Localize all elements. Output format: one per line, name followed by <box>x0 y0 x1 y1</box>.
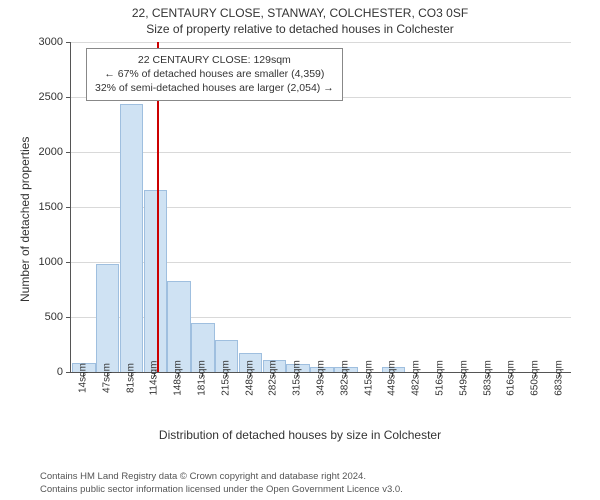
y-tick-label: 2500 <box>39 91 63 103</box>
x-tick-label: 583sqm <box>482 360 493 396</box>
y-tick-label: 1500 <box>39 201 63 213</box>
x-tick-label: 315sqm <box>292 360 303 396</box>
y-tick-mark <box>66 97 71 98</box>
y-tick-label: 1000 <box>39 256 63 268</box>
chart-container: 22, CENTAURY CLOSE, STANWAY, COLCHESTER,… <box>0 0 600 500</box>
footer-attribution: Contains HM Land Registry data © Crown c… <box>40 471 403 496</box>
annotation-box: 22 CENTAURY CLOSE: 129sqm← 67% of detach… <box>86 48 343 101</box>
histogram-bar <box>96 264 119 372</box>
x-tick-label: 81sqm <box>125 363 136 393</box>
x-tick-label: 516sqm <box>435 360 446 396</box>
histogram-bar <box>120 104 143 372</box>
x-tick-label: 47sqm <box>101 363 112 393</box>
x-tick-label: 650sqm <box>530 360 541 396</box>
y-tick-label: 3000 <box>39 36 63 48</box>
y-tick-mark <box>66 152 71 153</box>
y-axis-label: Number of detached properties <box>18 137 32 302</box>
y-tick-mark <box>66 262 71 263</box>
x-tick-label: 148sqm <box>173 360 184 396</box>
x-tick-label: 14sqm <box>77 363 88 393</box>
x-tick-label: 282sqm <box>268 360 279 396</box>
y-tick-mark <box>66 207 71 208</box>
x-tick-label: 248sqm <box>244 360 255 396</box>
footer-line-1: Contains HM Land Registry data © Crown c… <box>40 471 403 483</box>
annotation-line-1: 22 CENTAURY CLOSE: 129sqm <box>95 53 334 67</box>
histogram-bar <box>144 190 167 373</box>
y-tick-label: 0 <box>57 366 63 378</box>
y-tick-mark <box>66 317 71 318</box>
y-tick-label: 500 <box>45 311 63 323</box>
x-tick-label: 415sqm <box>363 360 374 396</box>
gridline <box>71 42 571 43</box>
y-tick-mark <box>66 372 71 373</box>
y-tick-mark <box>66 42 71 43</box>
annotation-line-3: 32% of semi-detached houses are larger (… <box>95 81 334 95</box>
gridline <box>71 152 571 153</box>
histogram-bar <box>167 281 190 372</box>
x-tick-label: 349sqm <box>316 360 327 396</box>
title-line-2: Size of property relative to detached ho… <box>0 22 600 36</box>
x-tick-label: 683sqm <box>554 360 565 396</box>
x-tick-label: 482sqm <box>411 360 422 396</box>
annotation-line-2: ← 67% of detached houses are smaller (4,… <box>95 67 334 81</box>
x-tick-label: 549sqm <box>458 360 469 396</box>
x-tick-label: 215sqm <box>220 360 231 396</box>
x-tick-label: 449sqm <box>387 360 398 396</box>
x-tick-label: 181sqm <box>196 360 207 396</box>
y-tick-label: 2000 <box>39 146 63 158</box>
x-tick-label: 616sqm <box>506 360 517 396</box>
x-axis-label: Distribution of detached houses by size … <box>0 428 600 442</box>
x-tick-label: 382sqm <box>339 360 350 396</box>
footer-line-2: Contains public sector information licen… <box>40 484 403 496</box>
title-line-1: 22, CENTAURY CLOSE, STANWAY, COLCHESTER,… <box>0 6 600 20</box>
